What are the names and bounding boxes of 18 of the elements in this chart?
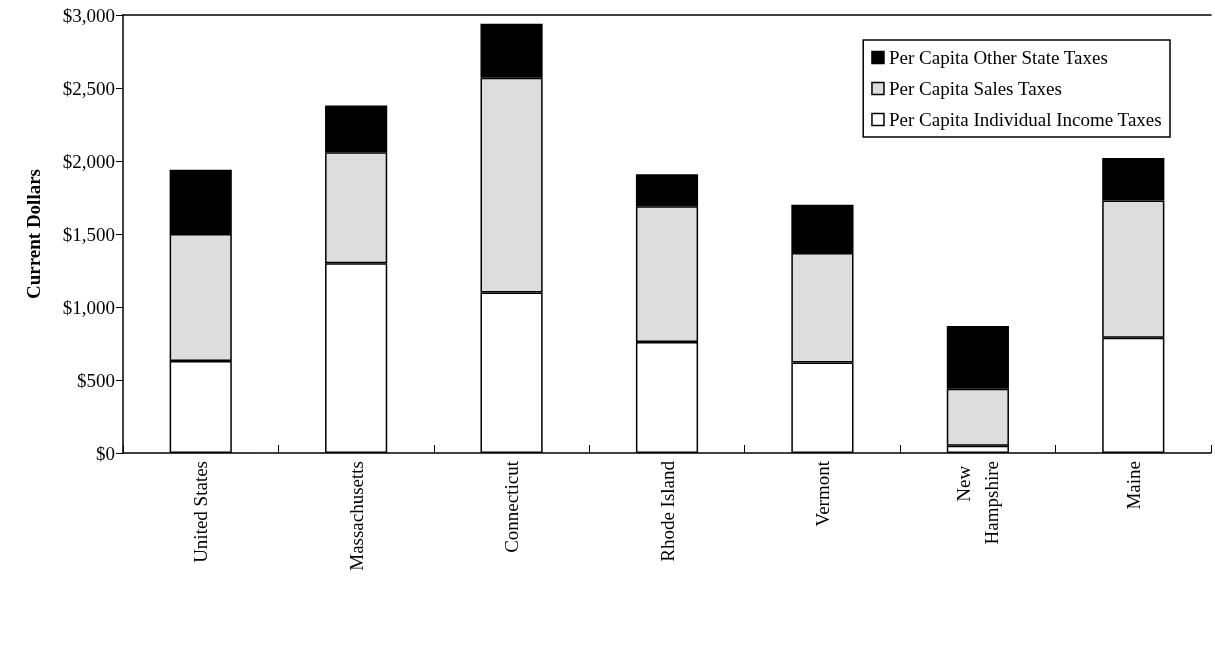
y-tick-label: $1,000 [62,296,115,318]
legend-label: Per Capita Individual Income Taxes [888,109,1162,130]
y-axis-title: Current Dollars [23,169,44,299]
y-tick-label: $3,000 [62,4,115,26]
x-tick-label: Maine [1122,461,1144,510]
y-tick-label: $0 [96,442,115,464]
x-tick-label: Vermont [811,460,833,527]
x-tick-label: New Hampshire [953,461,1003,545]
y-tick-label: $2,500 [62,77,115,99]
x-tick-label: United States [190,461,212,563]
legend-label: Per Capita Other State Taxes [888,47,1108,68]
x-tick-label: Connecticut [501,460,523,553]
y-tick-label: $1,500 [62,223,115,245]
y-tick-label: $500 [77,369,115,391]
legend-label: Per Capita Sales Taxes [888,78,1062,99]
x-tick-label: Rhode Island [656,460,678,562]
y-tick-label: $2,000 [62,150,115,172]
x-tick-label: Massachusetts [345,461,367,571]
